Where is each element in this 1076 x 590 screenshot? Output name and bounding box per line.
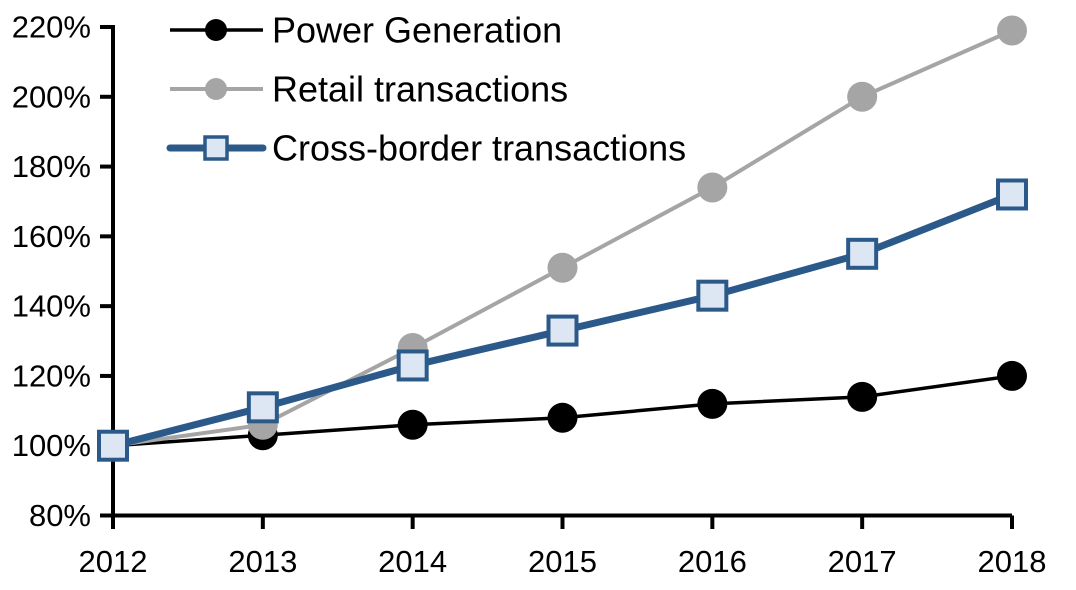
data-point-retail-transactions [547, 252, 578, 283]
y-axis-tick-label: 160% [12, 219, 91, 254]
legend-label-retail-transactions: Retail transactions [272, 69, 568, 110]
y-axis-tick-label: 200% [12, 79, 91, 114]
x-axis-tick-label: 2014 [378, 544, 447, 579]
x-axis-tick-label: 2015 [528, 544, 597, 579]
legend-item-cross-border-transactions: Cross-border transactions [166, 128, 686, 169]
data-point-cross-border-transactions [396, 349, 429, 382]
series-group [97, 15, 1028, 462]
data-point-power-generation [547, 402, 578, 433]
legend-item-retail-transactions: Retail transactions [170, 69, 568, 110]
legend-circle-marker [205, 19, 227, 41]
data-point-cross-border-transactions [546, 314, 579, 347]
legend-label-cross-border-transactions: Cross-border transactions [272, 128, 686, 169]
data-point-retail-transactions [847, 81, 878, 112]
data-point-cross-border-transactions [97, 429, 129, 462]
data-point-power-generation [997, 360, 1027, 391]
data-point-cross-border-transactions [246, 391, 279, 424]
legend-label-power-generation: Power Generation [272, 10, 562, 51]
data-point-power-generation [397, 409, 428, 440]
data-point-cross-border-transactions [996, 178, 1028, 211]
y-axis-tick-label: 80% [29, 498, 91, 533]
data-point-power-generation [697, 388, 728, 419]
x-axis-tick-label: 2016 [678, 544, 747, 579]
data-point-power-generation [847, 381, 878, 412]
data-point-retail-transactions [997, 15, 1027, 46]
y-axis-tick-label: 220% [12, 10, 91, 45]
series-cross-border-transactions [97, 178, 1028, 462]
legend-circle-marker [205, 78, 227, 100]
data-point-cross-border-transactions [846, 237, 879, 270]
y-axis-tick-label: 120% [12, 358, 91, 393]
y-axis-tick-label: 100% [12, 428, 91, 463]
y-axis-tick-label: 140% [12, 289, 91, 324]
data-point-cross-border-transactions [696, 279, 729, 312]
legend: Power Generation Retail transactions Cro… [166, 10, 686, 169]
data-point-retail-transactions [697, 172, 728, 203]
x-axis-tick-label: 2012 [79, 544, 148, 579]
legend-item-power-generation: Power Generation [170, 10, 562, 51]
axes: 80% 100% 120% 140% 160% 180% 200% 220% 2012 2013 2… [12, 10, 1047, 580]
legend-square-marker [203, 135, 229, 161]
y-axis-tick-label: 180% [12, 149, 91, 184]
x-axis-tick-label: 2018 [978, 544, 1047, 579]
x-axis-tick-label: 2013 [228, 544, 297, 579]
x-axis-tick-label: 2017 [828, 544, 897, 579]
